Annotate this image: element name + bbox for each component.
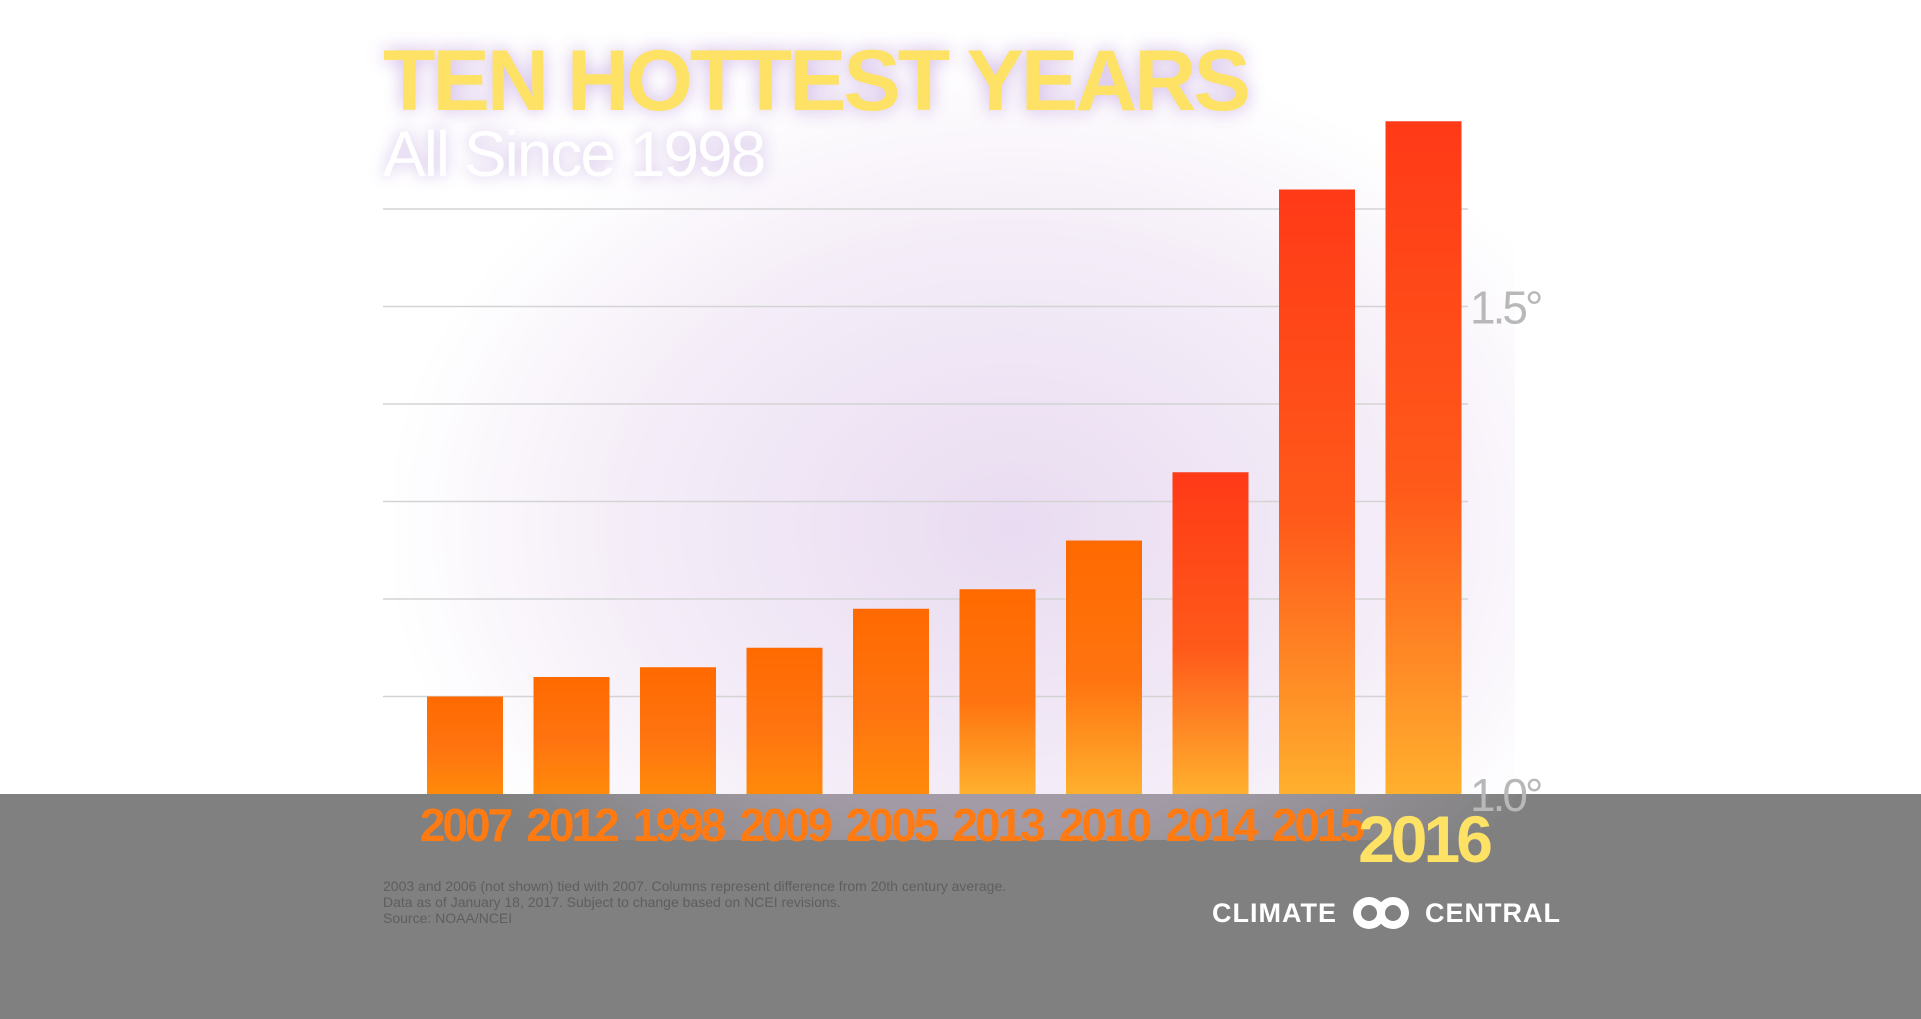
x-tick-label-2005: 2005 — [846, 799, 939, 851]
footnote: 2003 and 2006 (not shown) tied with 2007… — [383, 878, 1006, 926]
bar-2015 — [1279, 189, 1355, 794]
bar-2014 — [1172, 472, 1249, 794]
bar-2007 — [427, 696, 503, 794]
bars — [427, 121, 1462, 794]
x-tick-label-2016: 2016 — [1358, 802, 1491, 876]
footnote-line: Data as of January 18, 2017. Subject to … — [383, 894, 841, 910]
bar-2016 — [1385, 121, 1462, 794]
bar-2005 — [853, 608, 929, 794]
linked-circles-icon — [1352, 897, 1409, 929]
y-tick-label: 1.0° — [1470, 769, 1541, 821]
x-tick-label-2012: 2012 — [526, 799, 618, 851]
y-axis-ticks: 1.0° 1.5° — [1470, 282, 1544, 822]
bar-2013 — [959, 589, 1036, 794]
x-tick-label-1998: 1998 — [633, 799, 726, 851]
logo-word-left: CLIMATE — [1212, 897, 1337, 928]
chart-title: TEN HOTTEST YEARS — [383, 33, 1251, 129]
chart-subtitle: All Since 1998 — [383, 118, 766, 190]
bar-2012 — [533, 677, 610, 794]
bar-1998 — [640, 667, 716, 794]
x-tick-label-2014: 2014 — [1165, 799, 1259, 851]
x-tick-label-2015: 2015 — [1272, 799, 1365, 851]
x-tick-label-2009: 2009 — [739, 799, 831, 851]
bar-2010 — [1066, 540, 1142, 794]
x-tick-label-2013: 2013 — [952, 799, 1044, 851]
bar-2009 — [746, 647, 823, 794]
x-tick-label-2010: 2010 — [1059, 799, 1151, 851]
footnote-line: 2003 and 2006 (not shown) tied with 2007… — [383, 878, 1007, 894]
climate-central-logo: CLIMATE CENTRAL — [1212, 893, 1561, 933]
y-tick-label: 1.5° — [1470, 282, 1541, 334]
x-tick-label-2007: 2007 — [420, 799, 512, 851]
footnote-source: Source: NOAA/NCEI — [383, 910, 513, 926]
logo-word-right: CENTRAL — [1424, 897, 1561, 928]
